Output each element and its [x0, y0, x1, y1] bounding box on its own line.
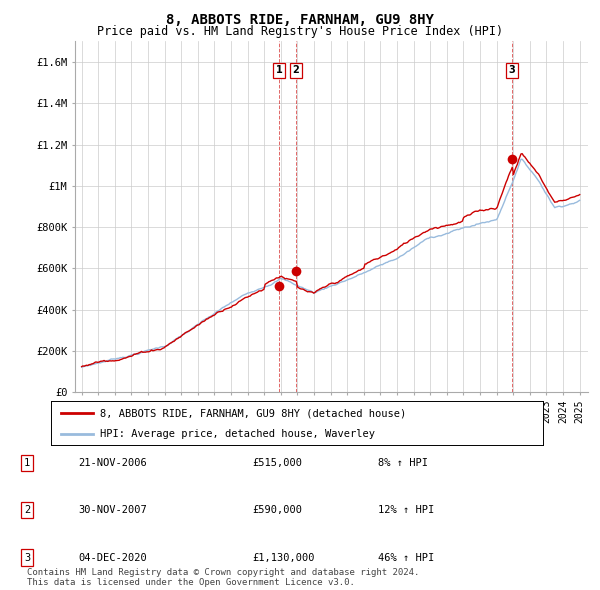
- Text: 2: 2: [292, 65, 299, 75]
- Text: 21-NOV-2006: 21-NOV-2006: [78, 458, 147, 468]
- Text: 8% ↑ HPI: 8% ↑ HPI: [378, 458, 428, 468]
- Text: 1: 1: [24, 458, 30, 468]
- Text: £590,000: £590,000: [252, 506, 302, 515]
- Text: 1: 1: [276, 65, 283, 75]
- Text: 3: 3: [509, 65, 515, 75]
- Text: 8, ABBOTS RIDE, FARNHAM, GU9 8HY (detached house): 8, ABBOTS RIDE, FARNHAM, GU9 8HY (detach…: [100, 408, 406, 418]
- Text: 12% ↑ HPI: 12% ↑ HPI: [378, 506, 434, 515]
- Text: 2: 2: [24, 506, 30, 515]
- Text: 30-NOV-2007: 30-NOV-2007: [78, 506, 147, 515]
- Text: 04-DEC-2020: 04-DEC-2020: [78, 553, 147, 562]
- Text: 3: 3: [24, 553, 30, 562]
- Text: HPI: Average price, detached house, Waverley: HPI: Average price, detached house, Wave…: [100, 428, 375, 438]
- Text: 8, ABBOTS RIDE, FARNHAM, GU9 8HY: 8, ABBOTS RIDE, FARNHAM, GU9 8HY: [166, 13, 434, 27]
- Text: Contains HM Land Registry data © Crown copyright and database right 2024.
This d: Contains HM Land Registry data © Crown c…: [27, 568, 419, 587]
- Text: Price paid vs. HM Land Registry's House Price Index (HPI): Price paid vs. HM Land Registry's House …: [97, 25, 503, 38]
- Text: 46% ↑ HPI: 46% ↑ HPI: [378, 553, 434, 562]
- Text: £515,000: £515,000: [252, 458, 302, 468]
- Text: £1,130,000: £1,130,000: [252, 553, 314, 562]
